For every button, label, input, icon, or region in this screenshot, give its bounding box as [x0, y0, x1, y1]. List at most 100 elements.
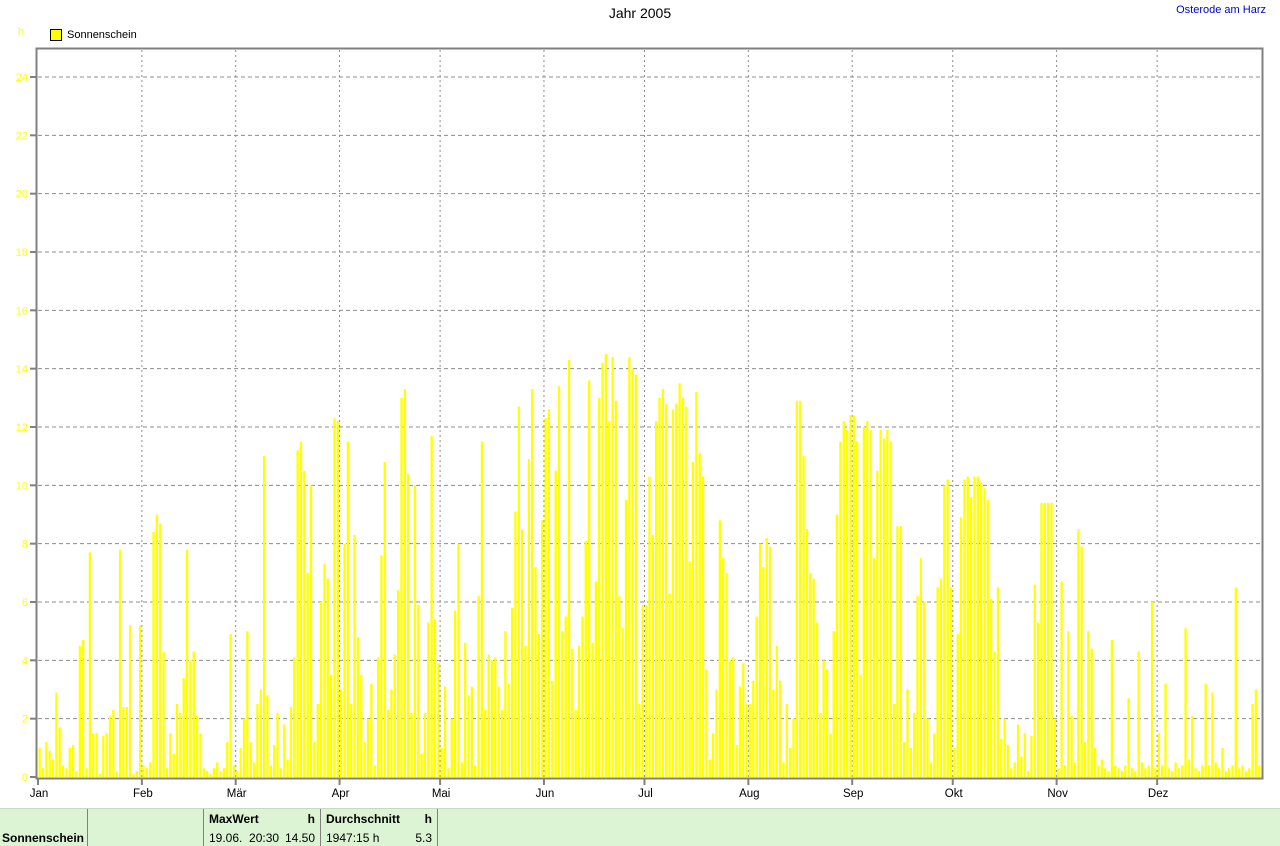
legend-label: Sonnenschein	[67, 29, 137, 41]
day-bar	[48, 750, 51, 777]
day-bar	[316, 704, 319, 777]
day-bar	[899, 526, 902, 777]
day-bar	[477, 596, 480, 777]
day-bar	[195, 715, 199, 777]
day-bar	[85, 768, 88, 777]
day-bar	[705, 669, 708, 777]
day-bar	[487, 654, 490, 777]
day-bar	[283, 724, 286, 777]
day-bar	[993, 651, 996, 777]
status-empty-cell	[88, 809, 204, 846]
day-bar	[443, 686, 447, 777]
day-bar	[581, 616, 584, 777]
day-bar	[567, 359, 571, 777]
day-bar	[644, 604, 648, 777]
day-bar	[1104, 768, 1107, 777]
day-bar	[1117, 768, 1120, 777]
day-bar	[1171, 771, 1174, 777]
day-bar	[983, 488, 986, 777]
day-bar	[1077, 529, 1080, 777]
status-series-cell: Sonnenschein	[0, 809, 88, 846]
day-bar	[725, 572, 728, 777]
day-bar	[450, 718, 453, 777]
day-bar	[1040, 502, 1043, 777]
day-bar	[1191, 715, 1194, 777]
svg-text:18: 18	[16, 247, 28, 259]
day-bar	[872, 558, 876, 777]
day-bar	[765, 537, 768, 777]
day-bar	[1150, 602, 1154, 777]
day-bar	[939, 578, 943, 777]
day-bar	[236, 771, 239, 777]
daily-sunshine-bars	[38, 354, 1261, 777]
day-bar	[1184, 628, 1187, 777]
day-bar	[319, 602, 323, 777]
day-bar	[812, 578, 815, 777]
day-bar	[882, 438, 886, 777]
day-bar	[105, 733, 108, 777]
day-bar	[1160, 765, 1164, 777]
day-bar	[913, 712, 916, 777]
day-bar	[916, 596, 919, 777]
day-bar	[1093, 747, 1097, 777]
day-bar	[507, 683, 510, 777]
day-bar	[598, 397, 601, 777]
status-series-label: Sonnenschein	[2, 831, 85, 845]
day-bar	[417, 604, 420, 777]
day-bar	[82, 639, 85, 777]
day-bar	[829, 733, 832, 777]
day-bar	[1174, 762, 1177, 777]
day-bar	[397, 590, 400, 777]
day-bar	[611, 357, 614, 777]
day-bar	[762, 567, 765, 777]
day-bar	[661, 389, 665, 777]
day-bar	[1023, 733, 1026, 777]
day-bar	[819, 712, 822, 777]
day-bar	[246, 631, 249, 777]
day-bar	[835, 514, 839, 777]
day-bar	[45, 742, 48, 777]
day-bar	[1063, 765, 1067, 777]
day-bar	[608, 421, 611, 777]
day-bar	[1120, 771, 1124, 777]
day-bar	[504, 631, 507, 777]
day-bar	[628, 357, 631, 777]
day-bar	[433, 619, 437, 777]
day-bar	[437, 663, 440, 777]
day-bar	[427, 622, 430, 777]
plot-frame	[35, 47, 1264, 780]
day-bar	[1207, 765, 1211, 777]
day-bar	[1234, 587, 1237, 777]
day-bar	[112, 709, 115, 777]
svg-text:Jun: Jun	[536, 788, 555, 800]
day-bar	[1194, 768, 1197, 777]
day-bar	[1100, 759, 1103, 777]
day-bar	[889, 441, 892, 777]
station-link[interactable]: Osterode am Harz	[1176, 4, 1266, 16]
day-bar	[309, 485, 313, 777]
day-bar	[222, 768, 226, 777]
svg-text:22: 22	[16, 130, 28, 142]
day-bar	[497, 686, 500, 777]
day-bar	[293, 657, 296, 777]
day-bar	[1214, 762, 1217, 777]
chart-title: Jahr 2005	[608, 5, 672, 21]
day-bar	[708, 759, 711, 777]
svg-text:2: 2	[22, 714, 28, 726]
day-bar	[55, 692, 58, 777]
svg-text:12: 12	[16, 422, 28, 434]
day-bar	[373, 765, 376, 777]
day-bar	[279, 768, 283, 777]
day-bar	[1154, 768, 1157, 777]
svg-text:14: 14	[16, 364, 28, 376]
day-bar	[370, 683, 373, 777]
day-bar	[226, 742, 229, 777]
day-bar	[336, 421, 340, 777]
day-bar	[1251, 704, 1254, 777]
day-bar	[1020, 756, 1023, 777]
day-bar	[688, 561, 691, 777]
day-bar	[276, 712, 279, 777]
day-bar	[78, 645, 82, 777]
